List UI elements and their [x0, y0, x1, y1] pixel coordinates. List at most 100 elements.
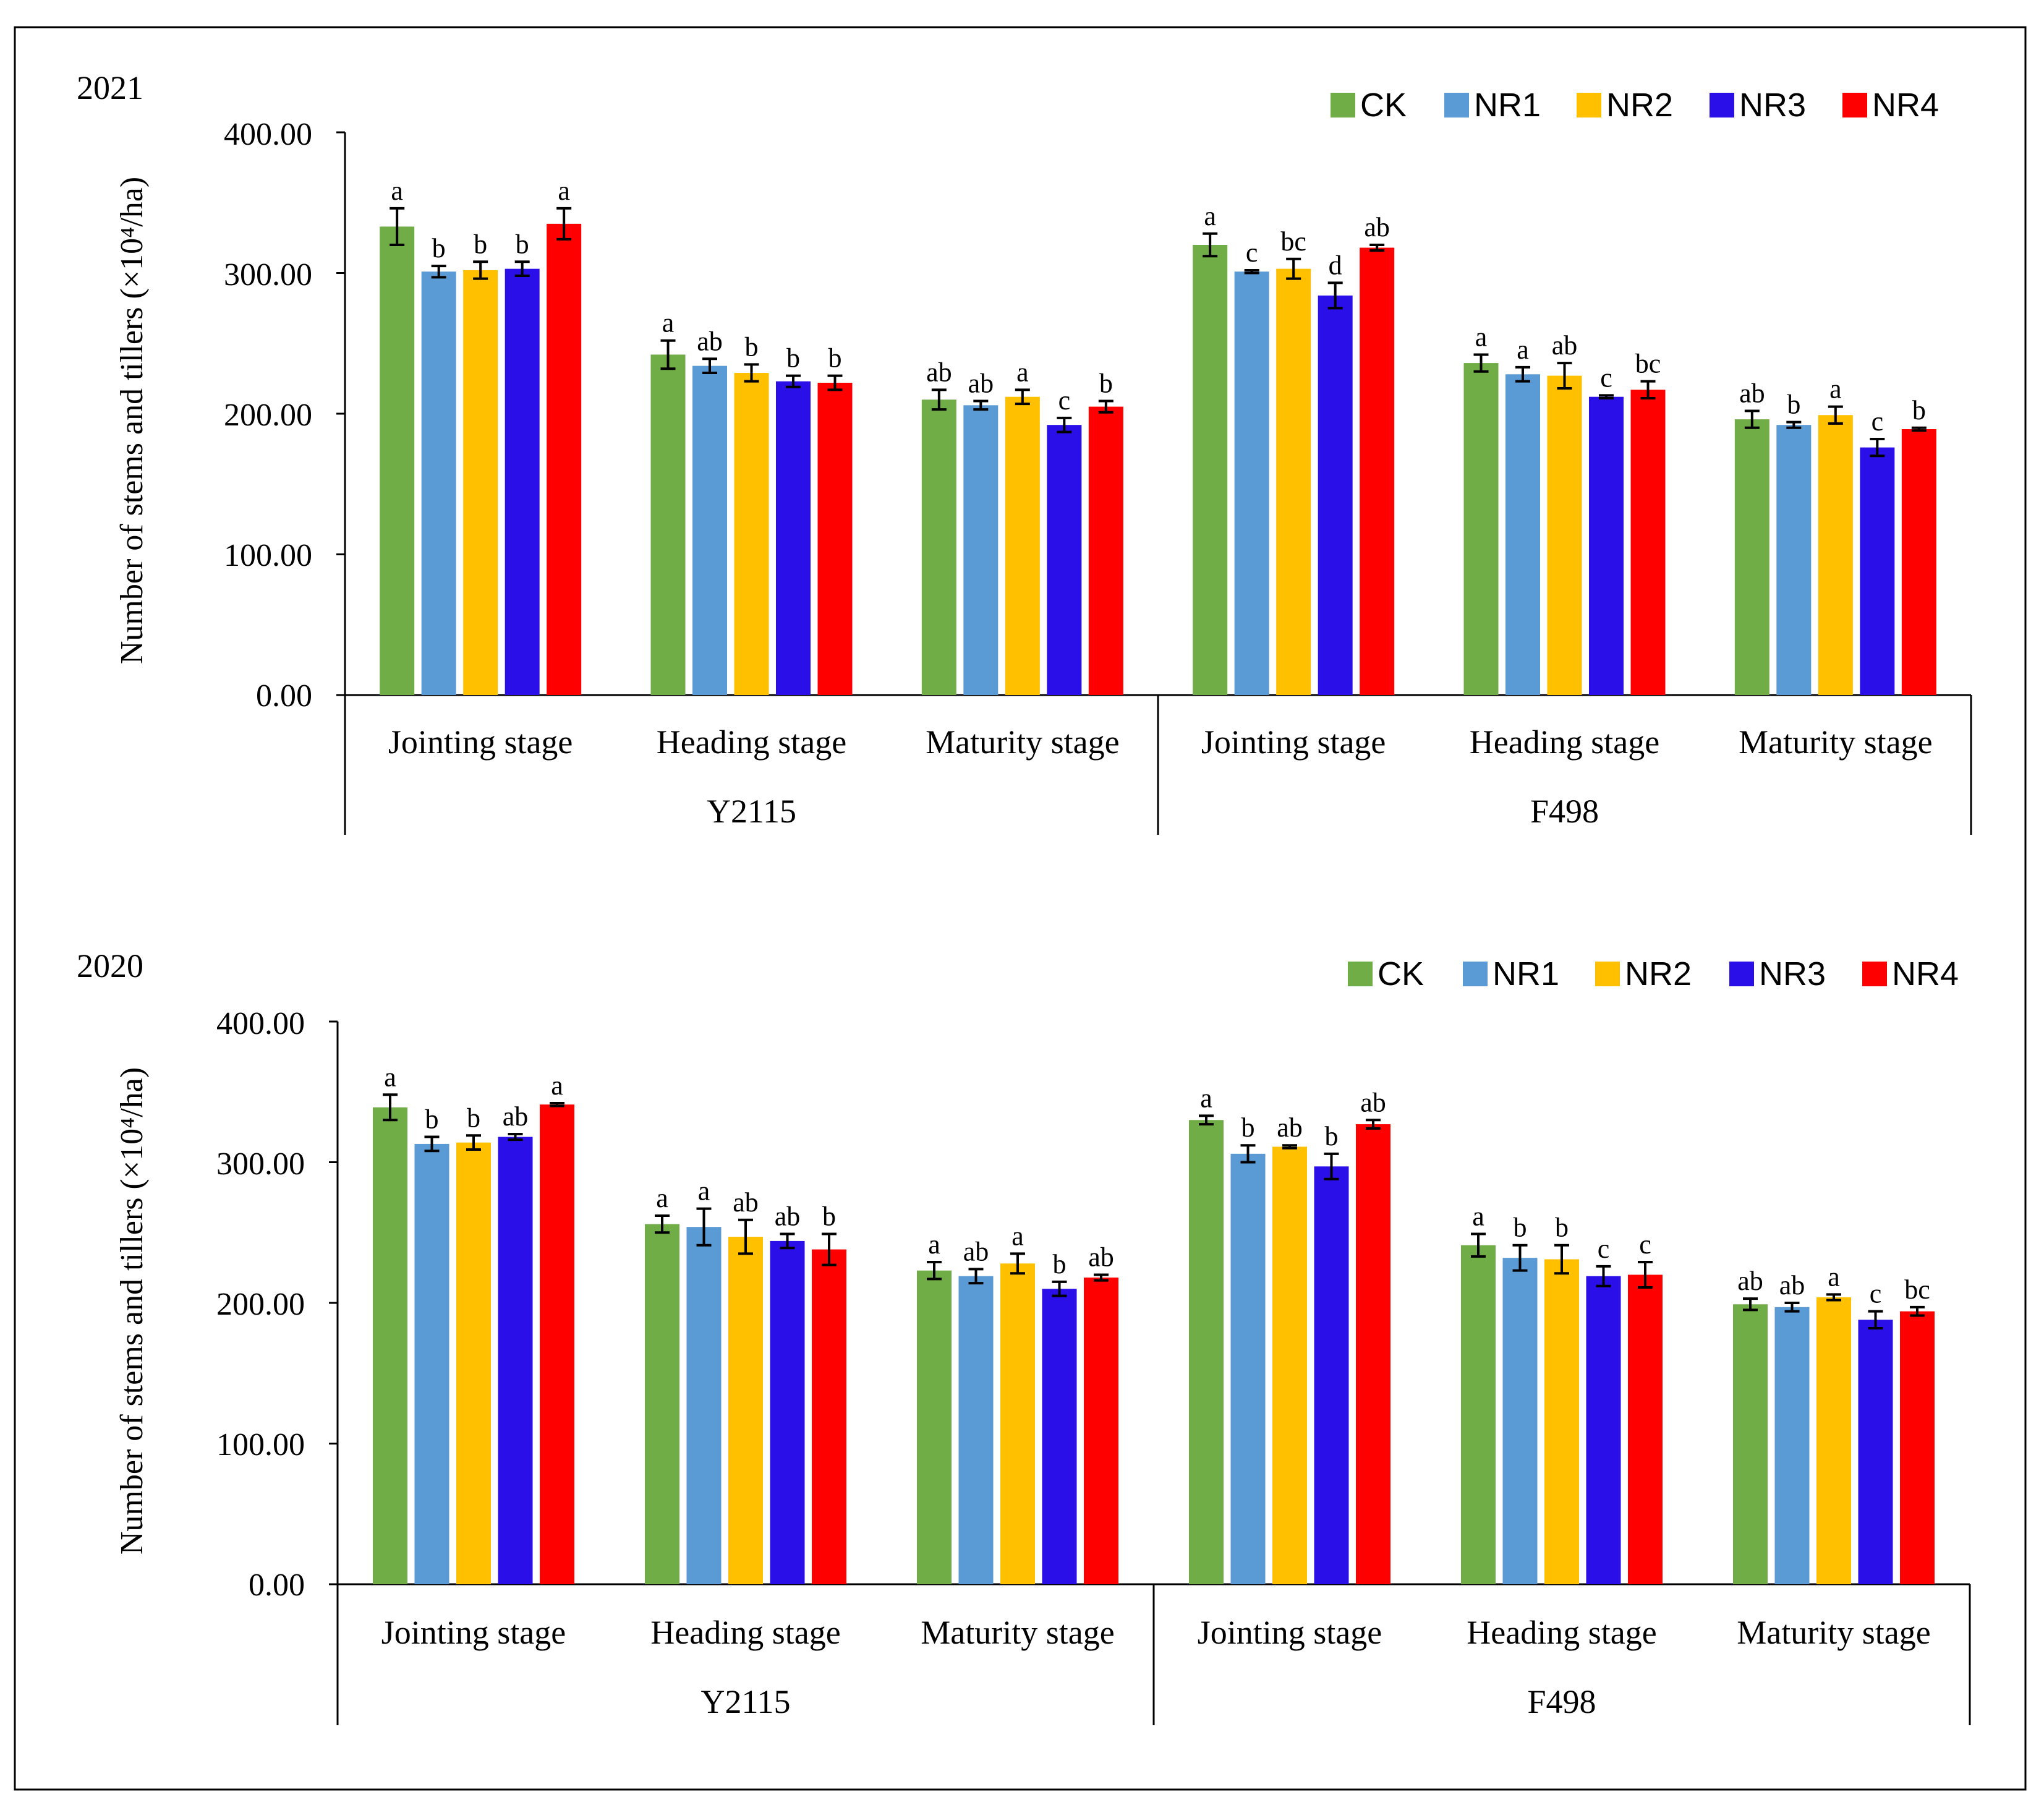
significance-letter: c	[1872, 406, 1884, 437]
significance-letter: a	[1016, 357, 1029, 387]
stage-label: Maturity stage	[926, 723, 1119, 761]
bar	[498, 1137, 533, 1584]
variety-label: F498	[1530, 793, 1599, 830]
significance-letter: b	[474, 229, 487, 259]
significance-letter: b	[786, 343, 800, 373]
bar	[1734, 419, 1769, 695]
legend-label-ck: CK	[1360, 87, 1407, 124]
bar	[1505, 374, 1540, 695]
bar	[1314, 1166, 1349, 1584]
significance-letter: d	[1329, 250, 1342, 280]
significance-letter: b	[425, 1104, 439, 1135]
significance-letter: b	[1053, 1249, 1067, 1279]
bar	[505, 268, 540, 695]
significance-letter: b	[1099, 369, 1113, 399]
variety-label: Y2115	[701, 1683, 791, 1720]
significance-letter: ab	[697, 326, 723, 356]
significance-letter: a	[1829, 374, 1842, 404]
significance-letter: ab	[1739, 378, 1765, 408]
axes	[329, 1020, 1971, 1725]
bar	[692, 365, 727, 695]
stage-label: Heading stage	[657, 723, 846, 761]
significance-letter: ab	[1779, 1270, 1805, 1300]
variety-label: Y2115	[707, 793, 796, 830]
significance-letter: b	[432, 233, 446, 263]
stage-label: Jointing stage	[1201, 723, 1386, 761]
significance-letter: a	[391, 176, 403, 206]
y-axis-ticks: 0.00 100.00 200.00 300.00 400.00	[224, 117, 312, 714]
stage-label: Heading stage	[1470, 723, 1659, 761]
legend-swatch-nr4	[1842, 93, 1867, 117]
bar	[540, 1104, 574, 1584]
bar	[1901, 429, 1936, 695]
legend: CK NR1 NR2 NR3 NR4	[1331, 87, 1939, 124]
bar	[414, 1143, 449, 1584]
error-bars	[383, 1093, 1925, 1329]
y-axis-title: Number of stems and tillers (×10⁴/ha)	[114, 177, 150, 664]
y-tick-label: 400.00	[216, 1006, 305, 1041]
significance-letter: ab	[1364, 212, 1390, 242]
bar	[373, 1107, 407, 1584]
stage-label: Maturity stage	[1739, 723, 1932, 761]
significance-letter: ab	[963, 1236, 989, 1266]
y-tick-label: 300.00	[216, 1146, 305, 1182]
bar	[963, 405, 999, 695]
significance-letter: a	[656, 1183, 668, 1213]
significance-letter: b	[828, 343, 842, 373]
bar	[1272, 1146, 1307, 1584]
legend: CK NR1 NR2 NR3 NR4	[1348, 955, 1959, 992]
significance-letter: a	[662, 308, 675, 338]
bar	[1547, 375, 1582, 695]
y-tick-label: 200.00	[216, 1287, 305, 1322]
significance-letter: ab	[1277, 1112, 1303, 1143]
significance-letter: a	[551, 1070, 563, 1101]
bar	[1818, 415, 1853, 695]
significance-letter: bc	[1635, 349, 1661, 379]
legend-label-nr3: NR3	[1759, 955, 1826, 992]
significance-letter: ab	[733, 1187, 759, 1218]
significance-letter: b	[745, 331, 759, 362]
y-axis-ticks: 0.00 100.00 200.00 300.00 400.00	[216, 1006, 305, 1603]
bar	[463, 270, 498, 695]
bar	[921, 399, 956, 695]
legend-swatch-nr3	[1710, 93, 1734, 117]
significance-letter: a	[1011, 1221, 1024, 1251]
bar	[1858, 1320, 1893, 1584]
bar	[1628, 1274, 1663, 1584]
significance-letter: a	[1204, 201, 1216, 231]
significance-letter: a	[1475, 322, 1488, 352]
y-tick-label: 100.00	[224, 538, 312, 573]
legend-swatch-nr3	[1729, 962, 1754, 986]
significance-letter: b	[1325, 1121, 1339, 1151]
significance-letter: a	[558, 176, 570, 206]
stage-label: Jointing stage	[381, 1614, 566, 1651]
error-bars	[390, 207, 1927, 458]
significance-letter: b	[467, 1103, 480, 1133]
stage-label: Heading stage	[1467, 1614, 1656, 1651]
significance-letter: a	[698, 1176, 710, 1206]
bar	[776, 381, 811, 695]
bar	[1189, 1120, 1224, 1584]
axes	[336, 131, 1972, 835]
bars	[380, 223, 1936, 696]
significance-letter: ab	[775, 1201, 801, 1232]
bar	[686, 1227, 722, 1584]
bar	[1586, 1276, 1621, 1584]
bar	[770, 1240, 805, 1584]
significance-letter: ab	[968, 369, 994, 399]
significance-letter: a	[1828, 1261, 1840, 1292]
legend-label-nr2: NR2	[1606, 87, 1673, 124]
legend-label-nr3: NR3	[1739, 87, 1806, 124]
significance-letter: a	[384, 1062, 396, 1092]
bar	[380, 226, 415, 695]
bar	[1544, 1259, 1579, 1584]
bar	[812, 1249, 846, 1584]
bar	[1000, 1263, 1035, 1584]
legend-label-nr4: NR4	[1872, 87, 1939, 124]
bar	[1356, 1124, 1390, 1584]
bar	[1589, 396, 1624, 695]
bar	[1318, 295, 1353, 695]
legend-swatch-nr2	[1595, 962, 1620, 986]
y-axis-title: Number of stems and tillers (×10⁴/ha)	[114, 1067, 150, 1555]
